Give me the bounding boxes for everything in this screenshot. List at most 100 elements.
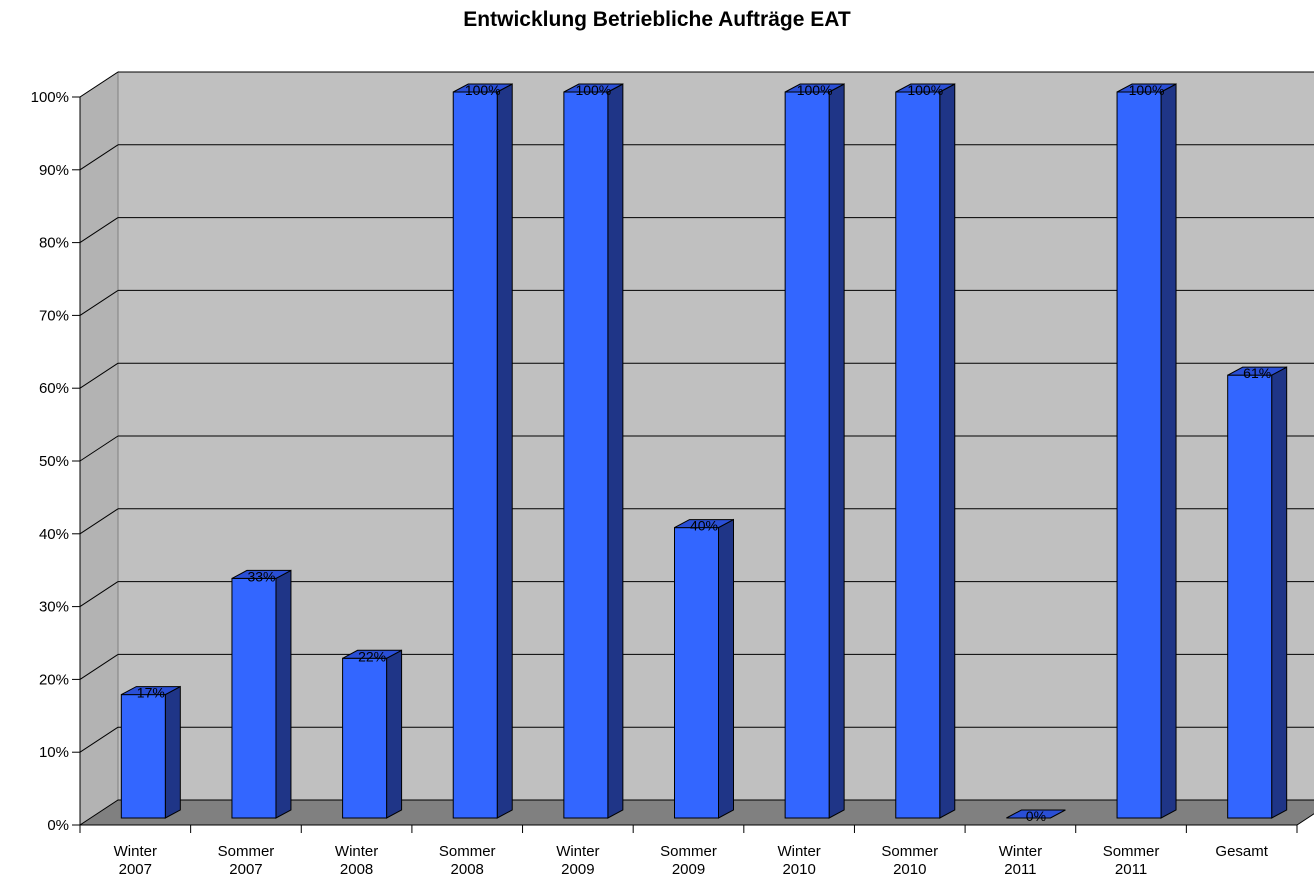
- x-tick-label-line: Winter: [335, 843, 378, 860]
- x-tick-label: Winter 2009: [556, 843, 599, 878]
- bar: [674, 518, 734, 819]
- bar-top: [342, 649, 402, 659]
- bar-top: [1006, 809, 1066, 819]
- x-tick-label: Winter 2011: [999, 843, 1042, 878]
- data-label: 61%: [1243, 365, 1271, 381]
- bar-side: [1160, 83, 1177, 819]
- data-label: 100%: [1129, 82, 1165, 98]
- y-tick-label: 20%: [39, 671, 69, 688]
- y-tick-label: 0%: [47, 817, 69, 834]
- y-tick-label: 80%: [39, 235, 69, 252]
- x-tick-label-line: Sommer: [1103, 843, 1160, 860]
- y-tick-label: 50%: [39, 453, 69, 470]
- x-tick-label-line: Winter: [556, 843, 599, 860]
- x-tick-label-line: 2008: [451, 861, 484, 878]
- y-tick-label: 10%: [39, 744, 69, 761]
- x-tick-label-line: 2010: [782, 861, 815, 878]
- bar-side: [275, 569, 292, 819]
- bar: [1006, 809, 1066, 819]
- y-tick-label: 70%: [39, 307, 69, 324]
- bar-front: [1227, 374, 1273, 819]
- bar-front: [895, 91, 941, 819]
- x-tick-label-line: 2008: [340, 861, 373, 878]
- gridline-side: [79, 144, 119, 171]
- y-tick-label: 40%: [39, 526, 69, 543]
- x-tick-label-line: Winter: [777, 843, 820, 860]
- data-label: 40%: [690, 518, 718, 534]
- bar-side: [496, 83, 513, 819]
- x-tick-label-line: Sommer: [218, 843, 275, 860]
- bar: [895, 83, 956, 819]
- y-tick-label: 60%: [39, 380, 69, 397]
- x-tick-label-line: 2007: [229, 861, 262, 878]
- data-label: 0%: [1026, 808, 1046, 824]
- x-tick-label-line: Sommer: [881, 843, 938, 860]
- bar-side: [164, 685, 181, 819]
- x-tick-label: Sommer 2011: [1103, 843, 1160, 878]
- x-tick-label-line: 2010: [893, 861, 926, 878]
- x-tick-label-line: Winter: [114, 843, 157, 860]
- bar-side: [718, 518, 734, 819]
- x-tick-label-line: 2009: [672, 861, 705, 878]
- x-tick-label: Winter 2010: [777, 843, 820, 878]
- bar-front: [231, 577, 277, 819]
- axes: [72, 96, 1298, 833]
- bar-top: [1227, 366, 1287, 376]
- bar-top: [452, 83, 513, 93]
- bar-top: [895, 83, 956, 93]
- gridline-side: [79, 581, 119, 608]
- data-label: 100%: [575, 82, 611, 98]
- bar-front: [674, 527, 719, 819]
- x-tick-label-line: Sommer: [439, 843, 496, 860]
- gridline-side: [79, 362, 119, 389]
- bar-front: [784, 91, 830, 819]
- x-tick-label-line: Gesamt: [1215, 843, 1268, 860]
- bar-side: [1271, 366, 1288, 819]
- bar: [1227, 366, 1288, 819]
- data-label: 17%: [137, 685, 165, 701]
- x-tick-label: Winter 2008: [335, 843, 378, 878]
- bar-side: [386, 649, 403, 819]
- gridline-side: [79, 71, 119, 98]
- bar-front: [1116, 91, 1162, 819]
- bar-front: [120, 694, 166, 819]
- bar-top: [563, 83, 624, 93]
- x-tick-label: Gesamt: [1215, 843, 1268, 860]
- bar-top: [1116, 83, 1177, 93]
- x-tick-label: Winter 2007: [114, 843, 157, 878]
- bar: [452, 83, 513, 819]
- bar-front: [563, 91, 609, 819]
- gridline-side: [79, 289, 119, 316]
- data-label: 100%: [465, 82, 501, 98]
- bar: [342, 649, 403, 819]
- x-tick-label-line: 2007: [119, 861, 152, 878]
- x-tick-label-line: 2009: [561, 861, 594, 878]
- bar-top: [674, 519, 734, 529]
- x-tick-label: Sommer 2008: [439, 843, 496, 878]
- gridline-side: [79, 726, 119, 753]
- labels: 0% 10% 20% 30% 40% 50% 60% 70% 80% 90% 100% 17% 33% 2…: [31, 82, 1272, 878]
- data-label: 33%: [247, 568, 275, 584]
- bar: [231, 569, 292, 819]
- x-tick-label-line: Winter: [999, 843, 1042, 860]
- x-tick-label-line: Sommer: [660, 843, 717, 860]
- x-tick-label: Sommer 2010: [881, 843, 938, 878]
- x-tick-label: Sommer 2007: [218, 843, 275, 878]
- bar-front: [342, 657, 388, 819]
- bar: [563, 83, 624, 819]
- gridline-side: [79, 435, 119, 462]
- bar: [120, 685, 181, 819]
- y-tick-label: 90%: [39, 162, 69, 179]
- bars: [120, 83, 1288, 819]
- data-label: 22%: [358, 648, 386, 664]
- bar-side: [607, 83, 624, 819]
- bar-top: [121, 686, 181, 696]
- bar: [784, 83, 845, 819]
- y-tick-label: 30%: [39, 599, 69, 616]
- bar-front: [452, 91, 498, 819]
- gridline-side: [79, 653, 119, 680]
- y-tick-label: 100%: [31, 89, 69, 106]
- gridline-side: [79, 217, 119, 244]
- bar-side: [939, 83, 956, 819]
